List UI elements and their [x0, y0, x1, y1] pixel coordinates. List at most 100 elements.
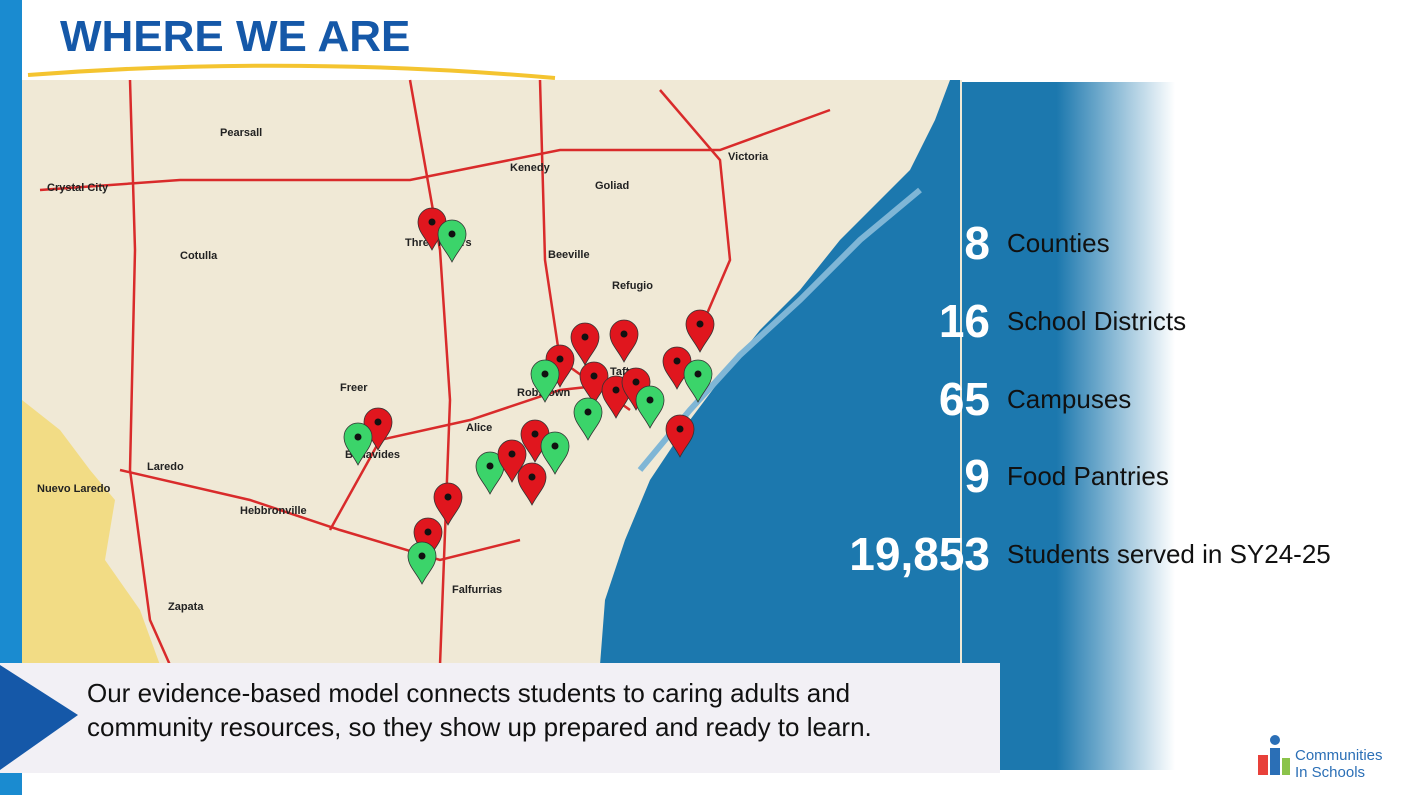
map-label: Pearsall — [220, 127, 262, 139]
pin — [685, 309, 715, 353]
pin-dot — [486, 462, 494, 470]
pin — [475, 451, 505, 495]
stat-label: Campuses — [1007, 384, 1132, 414]
pin — [540, 431, 570, 475]
pin — [530, 359, 560, 403]
pin-dot — [612, 386, 620, 394]
pin-shape — [635, 385, 665, 429]
pin-shape — [665, 414, 695, 458]
pin-shape — [685, 309, 715, 353]
stat-value: 8 — [964, 217, 990, 269]
pin — [683, 359, 713, 403]
pin-dot — [581, 333, 589, 341]
description: Our evidence-based model connects studen… — [87, 678, 872, 742]
title-underline — [27, 63, 556, 80]
pin — [343, 422, 373, 466]
pin-shape — [475, 451, 505, 495]
logo-icon — [1258, 735, 1290, 775]
roads — [39, 79, 831, 666]
map-label: Laredo — [147, 461, 184, 473]
map-label: Alice — [466, 422, 492, 434]
pin — [573, 397, 603, 441]
pin-dot — [590, 372, 598, 380]
pin — [665, 414, 695, 458]
logo-text: Communities — [1295, 747, 1383, 764]
pin-shape — [437, 219, 467, 263]
pin-dot — [528, 473, 536, 481]
pin-dot — [354, 433, 362, 441]
map-label: Refugio — [612, 280, 653, 292]
pin — [609, 319, 639, 363]
pin-shape — [517, 462, 547, 506]
map-label: Victoria — [728, 151, 769, 163]
pin-shape — [407, 541, 437, 585]
pin — [570, 322, 600, 366]
pin-shape — [433, 482, 463, 526]
pin-dot — [424, 528, 432, 536]
map-label: Cotulla — [180, 250, 218, 262]
pin-shape — [609, 319, 639, 363]
pin-dot — [428, 218, 436, 226]
pin-shape — [540, 431, 570, 475]
map-label: Kenedy — [510, 162, 551, 174]
pin-dot — [673, 357, 681, 365]
pin-dot — [556, 355, 564, 363]
sea-fade — [960, 82, 1175, 770]
pin-dot — [374, 418, 382, 426]
pin-dot — [620, 330, 628, 338]
pin-shape — [413, 517, 443, 561]
stat-value: 19,853 — [849, 528, 990, 580]
pin-dot — [646, 396, 654, 404]
pin — [433, 482, 463, 526]
description-band — [0, 663, 1000, 773]
pin-dot — [694, 370, 702, 378]
pin — [497, 439, 527, 483]
stat-value: 16 — [938, 295, 990, 347]
sea — [600, 80, 960, 665]
pin-shape — [497, 439, 527, 483]
map-label: Freer — [340, 382, 368, 394]
stat-value: 65 — [938, 373, 990, 425]
pin-dot — [676, 425, 684, 433]
pin-shape — [570, 322, 600, 366]
pin — [517, 462, 547, 506]
pin-dot — [444, 493, 452, 501]
arrow — [0, 665, 78, 770]
pin-dot — [508, 450, 516, 458]
stat-label: Food Pantries — [1007, 461, 1169, 491]
title: WHERE WE ARE — [60, 12, 411, 61]
pin-dot — [448, 230, 456, 238]
logo-text: In Schools — [1295, 764, 1365, 781]
pin-shape — [343, 422, 373, 466]
pin-shape — [530, 359, 560, 403]
map-label: Goliad — [595, 180, 629, 192]
pin-dot — [541, 370, 549, 378]
pin-dot — [418, 552, 426, 560]
map-label: Nuevo Laredo — [37, 483, 111, 495]
stat-value: 9 — [964, 450, 990, 502]
pin — [662, 346, 692, 390]
pin-dot — [584, 408, 592, 416]
map-label: Hebbronville — [240, 505, 307, 517]
map-label: Beeville — [548, 249, 590, 261]
pin-dot — [696, 320, 704, 328]
map-label: Falfurrias — [452, 584, 502, 596]
stat-label: Students served in SY24-25 — [1007, 539, 1331, 569]
map-label: Zapata — [168, 601, 204, 613]
pin-dot — [531, 430, 539, 438]
pin — [635, 385, 665, 429]
stat-label: Counties — [1007, 228, 1110, 258]
stat-label: School Districts — [1007, 306, 1187, 336]
pin — [407, 541, 437, 585]
pin-shape — [683, 359, 713, 403]
pin-dot — [551, 442, 559, 450]
pin — [413, 517, 443, 561]
pin — [437, 219, 467, 263]
pin-shape — [573, 397, 603, 441]
mexico — [22, 400, 160, 665]
map-label: Crystal City — [47, 182, 109, 194]
pin-dot — [632, 378, 640, 386]
side-stripe — [0, 0, 22, 795]
